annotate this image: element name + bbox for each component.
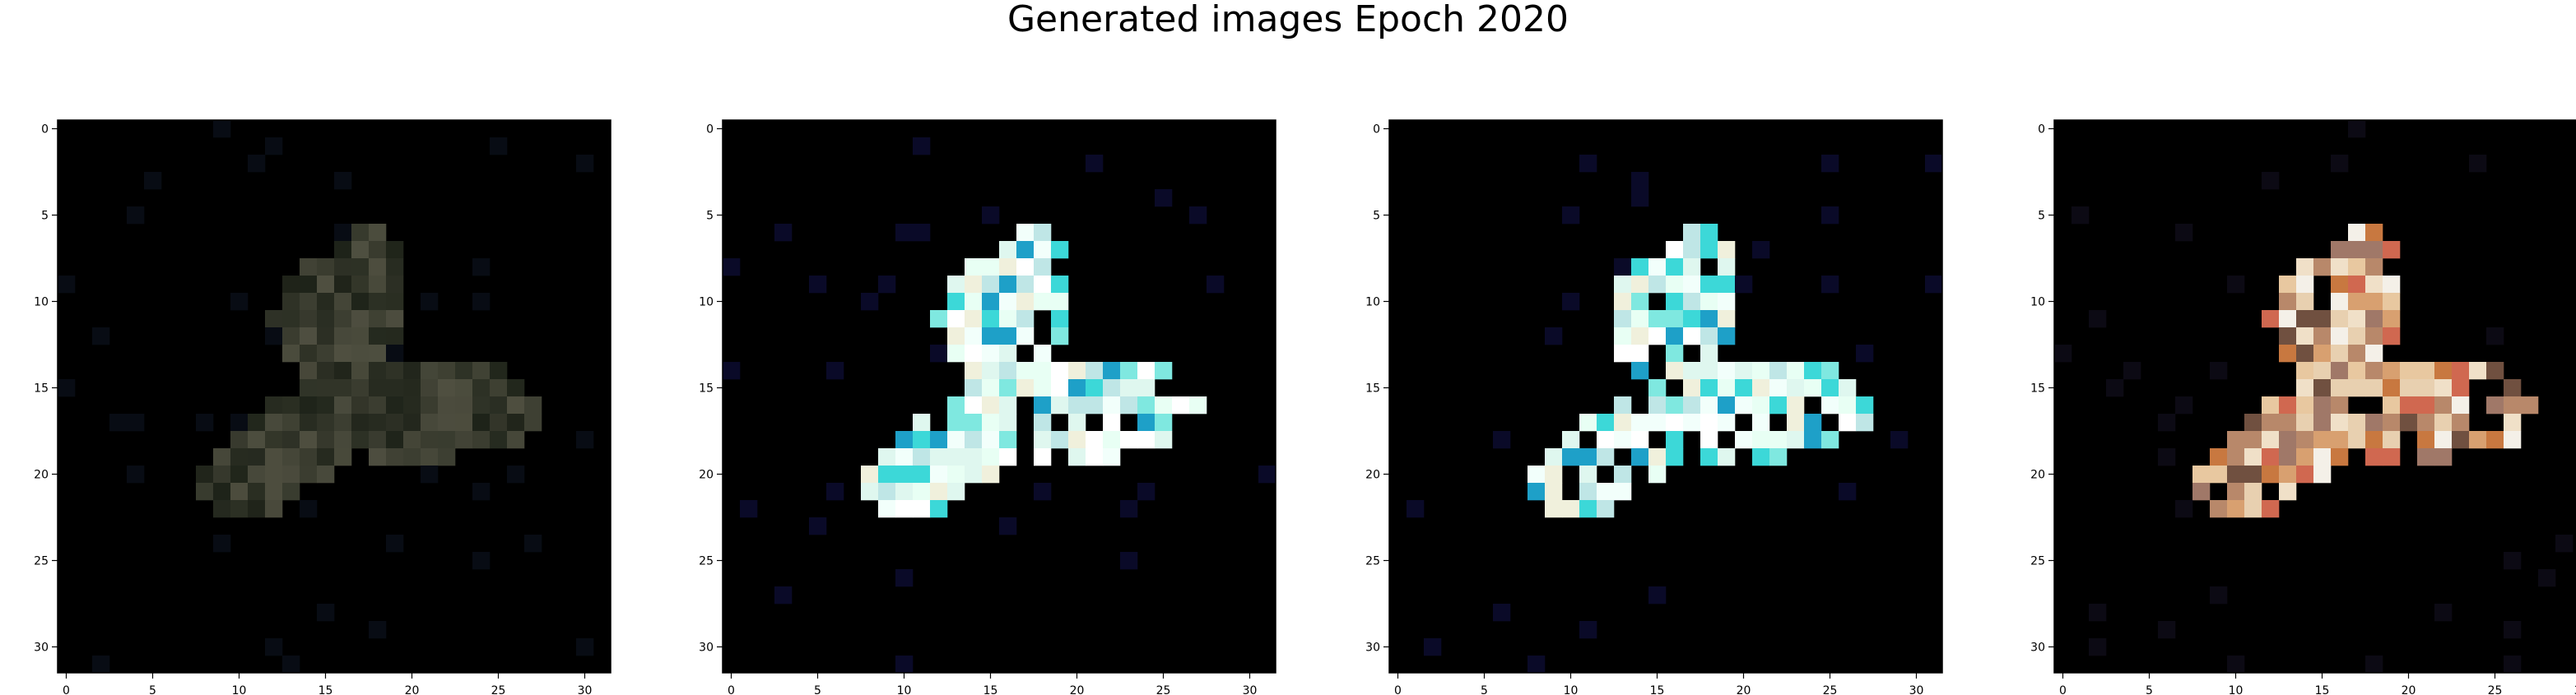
axes-frame (57, 119, 611, 674)
y-tick-label: 5 (1373, 210, 1380, 223)
y-tick-label: 0 (706, 123, 714, 137)
y-tick-label: 15 (1365, 382, 1380, 396)
x-tick-label: 10 (1564, 684, 1579, 695)
y-tick-label: 0 (41, 123, 49, 137)
y-tick-label: 25 (1365, 555, 1380, 568)
generated-image-3: 0 0 5 5 10 10 15 15 20 20 25 25 30 30 (1356, 0, 1949, 695)
y-tick-label: 15 (34, 382, 49, 396)
x-tick-label: 25 (1823, 684, 1838, 695)
generated-image-2: 0 0 5 5 10 10 15 15 20 20 25 25 30 30 (690, 0, 1282, 695)
x-tick-label: 10 (897, 684, 912, 695)
x-tick-label: 25 (1156, 684, 1171, 695)
axes-frame (722, 119, 1276, 674)
x-tick-label: 0 (1394, 684, 1402, 695)
y-tick-label: 20 (699, 469, 714, 482)
y-tick-label: 15 (699, 382, 714, 396)
x-tick-label: 5 (2146, 684, 2153, 695)
y-tick-label: 20 (34, 469, 49, 482)
figure-title: Generated images Epoch 2020 (1007, 0, 1569, 40)
generated-image-2-axes: 0 0 5 5 10 10 15 15 20 20 25 25 30 30 (699, 119, 1276, 695)
generated-image-4: 0 0 5 5 10 10 15 15 20 20 25 25 30 30 (2021, 0, 2576, 695)
x-tick-label: 10 (232, 684, 247, 695)
y-tick-label: 30 (1365, 642, 1380, 655)
x-tick-label: 20 (2402, 684, 2416, 695)
image-pixels (2054, 120, 2574, 674)
x-tick-label: 30 (2574, 684, 2576, 695)
x-tick-label: 25 (2488, 684, 2503, 695)
x-tick-label: 20 (1070, 684, 1085, 695)
x-tick-label: 15 (1650, 684, 1665, 695)
image-pixels (58, 120, 594, 674)
y-tick-label: 30 (2030, 642, 2045, 655)
y-tick-label: 10 (1365, 296, 1380, 309)
x-tick-label: 25 (491, 684, 506, 695)
y-tick-label: 30 (699, 642, 714, 655)
y-tick-label: 30 (34, 642, 49, 655)
y-tick-label: 25 (34, 555, 49, 568)
y-tick-label: 15 (2030, 382, 2045, 396)
x-tick-label: 0 (63, 684, 70, 695)
y-tick-label: 20 (2030, 469, 2045, 482)
x-tick-label: 5 (149, 684, 156, 695)
axes-frame (1388, 119, 1943, 674)
x-tick-label: 30 (1243, 684, 1258, 695)
y-tick-label: 5 (41, 210, 49, 223)
x-tick-label: 5 (814, 684, 821, 695)
y-tick-label: 5 (706, 210, 714, 223)
x-tick-label: 0 (2059, 684, 2067, 695)
x-tick-label: 20 (1737, 684, 1751, 695)
generated-image-4-axes: 0 0 5 5 10 10 15 15 20 20 25 25 30 30 (2030, 119, 2576, 695)
y-tick-label: 10 (34, 296, 49, 309)
x-tick-label: 15 (2315, 684, 2330, 695)
x-tick-label: 5 (1481, 684, 1488, 695)
y-tick-label: 10 (2030, 296, 2045, 309)
generated-image-3-axes: 0 0 5 5 10 10 15 15 20 20 25 25 30 30 (1365, 119, 1943, 695)
x-tick-label: 0 (728, 684, 735, 695)
x-tick-label: 20 (405, 684, 420, 695)
image-pixels (1407, 155, 1943, 674)
image-pixels (723, 137, 1276, 674)
x-tick-label: 10 (2229, 684, 2244, 695)
axes-frame (2053, 119, 2576, 674)
x-tick-label: 30 (578, 684, 593, 695)
y-tick-label: 5 (2038, 210, 2045, 223)
y-tick-label: 25 (2030, 555, 2045, 568)
x-tick-label: 30 (1909, 684, 1924, 695)
y-tick-label: 20 (1365, 469, 1380, 482)
x-tick-label: 15 (983, 684, 998, 695)
y-tick-label: 25 (699, 555, 714, 568)
generated-image-1: 0 0 5 5 10 10 15 15 20 20 25 25 30 30 (25, 0, 617, 695)
y-tick-label: 0 (2038, 123, 2045, 137)
y-tick-label: 0 (1373, 123, 1380, 137)
x-tick-label: 15 (319, 684, 333, 695)
generated-image-1-axes: 0 0 5 5 10 10 15 15 20 20 25 25 30 30 (34, 119, 611, 695)
y-tick-label: 10 (699, 296, 714, 309)
